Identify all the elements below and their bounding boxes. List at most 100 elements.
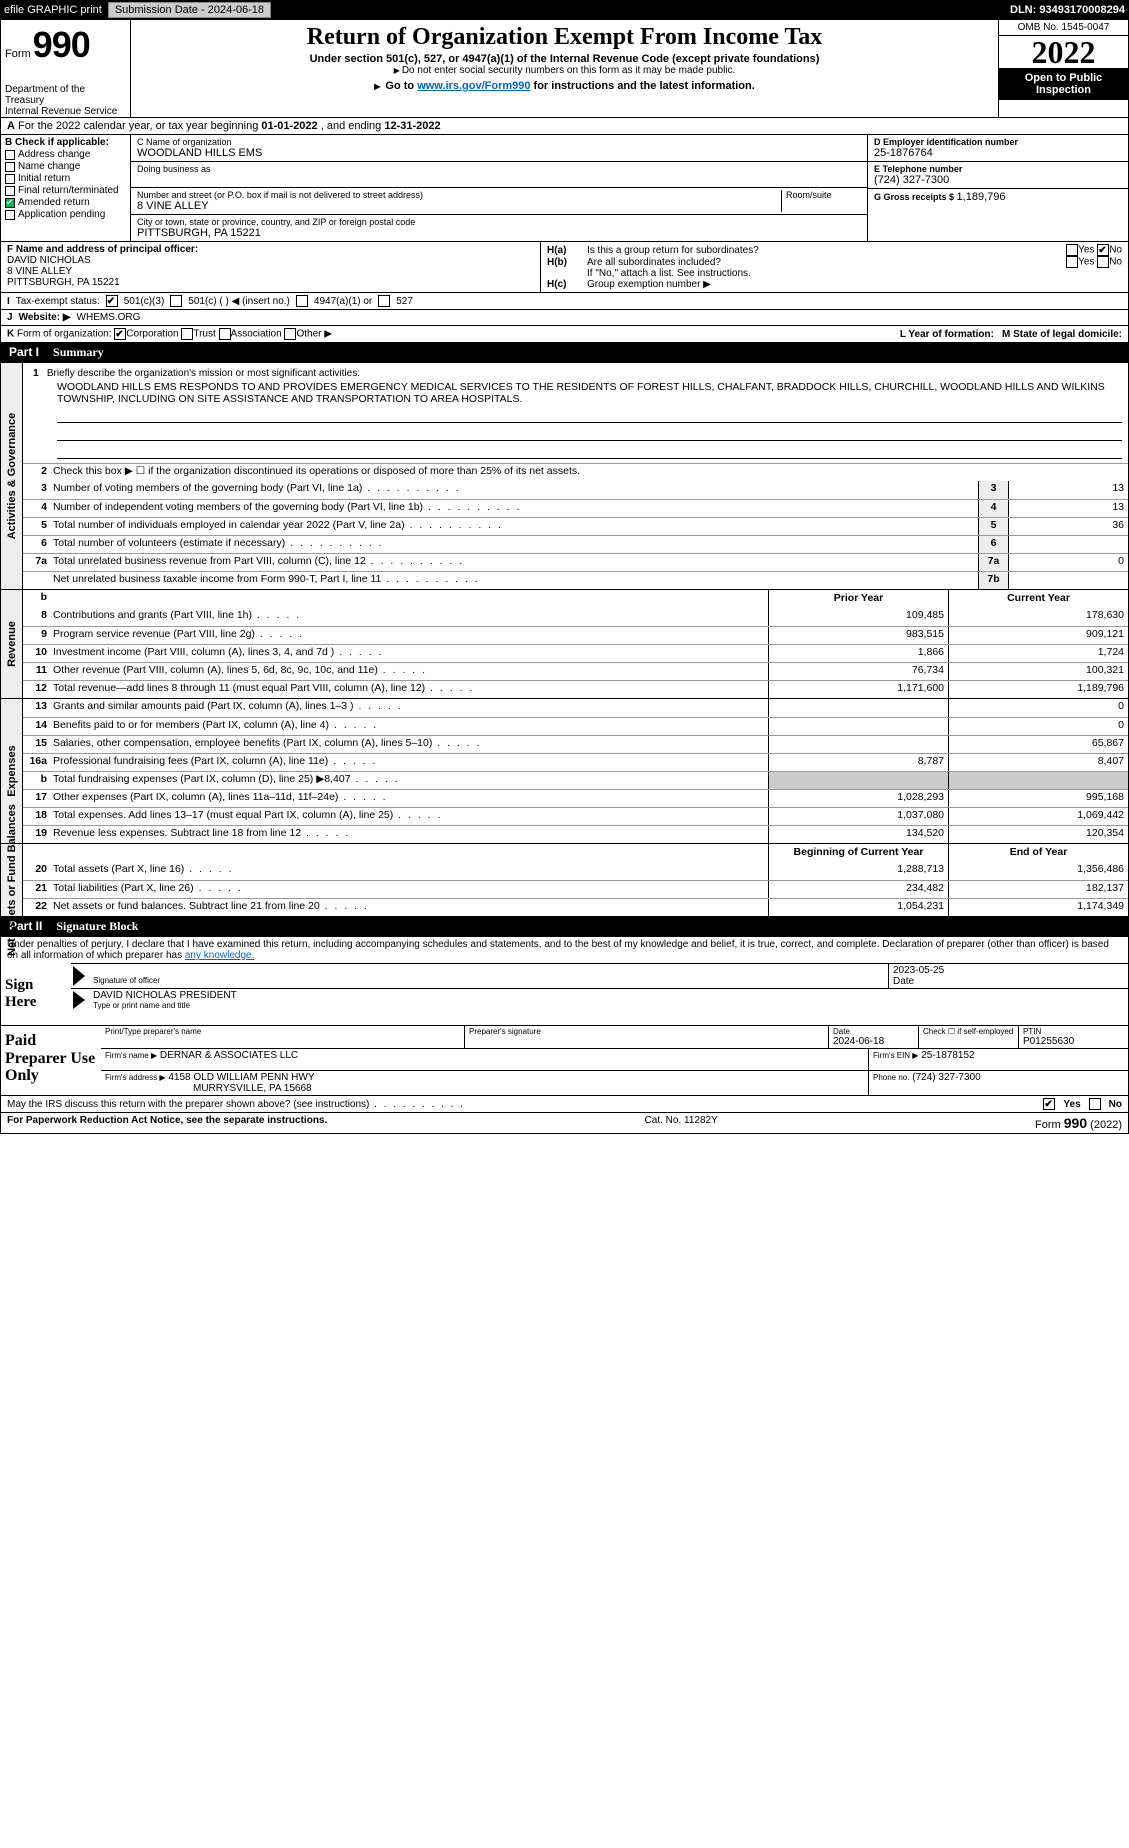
summary-line: 16aProfessional fundraising fees (Part I… — [23, 753, 1128, 771]
chk-hb-yes[interactable] — [1066, 256, 1078, 268]
subtitle-2: Do not enter social security numbers on … — [139, 65, 990, 76]
summary-line: 18Total expenses. Add lines 13–17 (must … — [23, 807, 1128, 825]
summary-line: 20Total assets (Part X, line 16)1,288,71… — [23, 862, 1128, 880]
summary-revenue: Revenue b Prior Year Current Year 8Contr… — [0, 590, 1129, 699]
summary-line: 8Contributions and grants (Part VIII, li… — [23, 608, 1128, 626]
prep-date: 2024-06-18 — [833, 1036, 914, 1047]
firm-phone: (724) 327-7300 — [912, 1072, 980, 1083]
form-footer-label: Form 990 (2022) — [1035, 1115, 1122, 1131]
col-d-e-g: D Employer identification number 25-1876… — [868, 135, 1128, 241]
chk-501c3[interactable] — [106, 295, 118, 307]
chk-final-return[interactable] — [5, 186, 15, 196]
row-f-h: F Name and address of principal officer:… — [0, 242, 1129, 293]
irs-label: Internal Revenue Service — [5, 106, 126, 117]
row-a-tax-year: A For the 2022 calendar year, or tax yea… — [0, 118, 1129, 135]
summary-line: 9Program service revenue (Part VIII, lin… — [23, 626, 1128, 644]
form-number: 990 — [33, 24, 90, 66]
chk-discuss-no[interactable] — [1089, 1098, 1101, 1110]
summary-line: 19Revenue less expenses. Subtract line 1… — [23, 825, 1128, 843]
efile-label: efile GRAPHIC print — [4, 4, 102, 16]
irs-link[interactable]: www.irs.gov/Form990 — [417, 80, 530, 92]
form-title: Return of Organization Exempt From Incom… — [139, 24, 990, 51]
chk-trust[interactable] — [181, 328, 193, 340]
chk-hb-no[interactable] — [1097, 256, 1109, 268]
hdr-prior-year: Prior Year — [768, 590, 948, 608]
mission-statement: WOODLAND HILLS EMS RESPONDS TO AND PROVI… — [57, 381, 1122, 405]
officer-name: DAVID NICHOLAS — [7, 255, 534, 266]
chk-amended-return[interactable] — [5, 198, 15, 208]
grid-b-c-d-e: B Check if applicable: Address change Na… — [0, 135, 1129, 242]
form-header: Form 990 Department of the Treasury Inte… — [0, 20, 1129, 118]
signature-block: Under penalties of perjury, I declare th… — [0, 937, 1129, 1026]
summary-line: bTotal fundraising expenses (Part IX, co… — [23, 771, 1128, 789]
page-footer: For Paperwork Reduction Act Notice, see … — [0, 1113, 1129, 1134]
col-h-group: H(a) Is this a group return for subordin… — [541, 242, 1128, 292]
part-1-header: Part I Summary — [0, 343, 1129, 363]
summary-line: 12Total revenue—add lines 8 through 11 (… — [23, 680, 1128, 698]
submission-date-button[interactable]: Submission Date - 2024-06-18 — [108, 2, 271, 18]
summary-line: 14Benefits paid to or for members (Part … — [23, 717, 1128, 735]
chk-address-change[interactable] — [5, 150, 15, 160]
sig-date: 2023-05-25 — [893, 965, 1124, 976]
irs-discuss-row: May the IRS discuss this return with the… — [0, 1096, 1129, 1113]
chk-ha-yes[interactable] — [1066, 244, 1078, 256]
paperwork-notice: For Paperwork Reduction Act Notice, see … — [7, 1115, 327, 1131]
any-knowledge-link[interactable]: any knowledge. — [185, 950, 255, 961]
summary-line: 4Number of independent voting members of… — [23, 499, 1128, 517]
summary-line: 11Other revenue (Part VIII, column (A), … — [23, 662, 1128, 680]
subtitle-3: Go to www.irs.gov/Form990 for instructio… — [139, 80, 990, 92]
website-value: WHEMS.ORG — [77, 312, 141, 323]
chk-name-change[interactable] — [5, 162, 15, 172]
vtab-revenue: Revenue — [1, 590, 23, 698]
summary-activities-governance: Activities & Governance 1Briefly describ… — [0, 363, 1129, 590]
header-right: OMB No. 1545-0047 2022 Open to Public In… — [998, 20, 1128, 117]
officer-printed-name: DAVID NICHOLAS PRESIDENT — [93, 990, 1124, 1001]
phone-value: (724) 327-7300 — [874, 174, 1122, 186]
row-k-l-m: K Form of organization: Corporation Trus… — [0, 326, 1129, 343]
chk-association[interactable] — [219, 328, 231, 340]
summary-line: Net unrelated business taxable income fr… — [23, 571, 1128, 589]
sign-here-label: Sign Here — [1, 963, 71, 1025]
hdr-current-year: Current Year — [948, 590, 1128, 608]
col-f-officer: F Name and address of principal officer:… — [1, 242, 541, 292]
row-i-exempt: I Tax-exempt status: 501(c)(3) 501(c) ( … — [0, 293, 1129, 310]
chk-other[interactable] — [284, 328, 296, 340]
officer-city: PITTSBURGH, PA 15221 — [7, 277, 534, 288]
arrow-icon — [73, 966, 85, 986]
summary-line: 13Grants and similar amounts paid (Part … — [23, 699, 1128, 717]
chk-ha-no[interactable] — [1097, 244, 1109, 256]
paid-preparer-label: Paid Preparer Use Only — [1, 1026, 101, 1095]
chk-corporation[interactable] — [114, 328, 126, 340]
penalty-declaration: Under penalties of perjury, I declare th… — [1, 937, 1128, 963]
summary-line: 3Number of voting members of the governi… — [23, 481, 1128, 499]
firm-ein: 25-1878152 — [921, 1050, 974, 1061]
vtab-activities: Activities & Governance — [1, 363, 23, 589]
open-public-badge: Open to Public Inspection — [999, 68, 1128, 100]
row-j-website: J Website: ▶ WHEMS.ORG — [0, 310, 1129, 326]
summary-line: 15Salaries, other compensation, employee… — [23, 735, 1128, 753]
chk-527[interactable] — [378, 295, 390, 307]
hdr-end-year: End of Year — [948, 844, 1128, 862]
summary-line: 21Total liabilities (Part X, line 26)234… — [23, 880, 1128, 898]
col-b-checkboxes: B Check if applicable: Address change Na… — [1, 135, 131, 241]
chk-501c[interactable] — [170, 295, 182, 307]
l-year-formation: L Year of formation: — [900, 329, 994, 340]
top-bar: efile GRAPHIC print Submission Date - 20… — [0, 0, 1129, 20]
subtitle-1: Under section 501(c), 527, or 4947(a)(1)… — [139, 53, 990, 65]
dln-label: DLN: 93493170008294 — [1010, 4, 1125, 16]
chk-discuss-yes[interactable] — [1043, 1098, 1055, 1110]
tax-year: 2022 — [999, 36, 1128, 68]
paid-preparer-block: Paid Preparer Use Only Print/Type prepar… — [0, 1026, 1129, 1096]
form-990-page: efile GRAPHIC print Submission Date - 20… — [0, 0, 1129, 1134]
org-name: WOODLAND HILLS EMS — [137, 147, 861, 159]
cat-no: Cat. No. 11282Y — [645, 1115, 718, 1131]
chk-initial-return[interactable] — [5, 174, 15, 184]
chk-4947[interactable] — [296, 295, 308, 307]
firm-name: DERNAR & ASSOCIATES LLC — [160, 1050, 298, 1061]
header-left: Form 990 Department of the Treasury Inte… — [1, 20, 131, 117]
form-word: Form — [5, 48, 31, 60]
chk-application-pending[interactable] — [5, 210, 15, 220]
hdr-beginning-year: Beginning of Current Year — [768, 844, 948, 862]
ein-value: 25-1876764 — [874, 147, 1122, 159]
summary-line: 5Total number of individuals employed in… — [23, 517, 1128, 535]
